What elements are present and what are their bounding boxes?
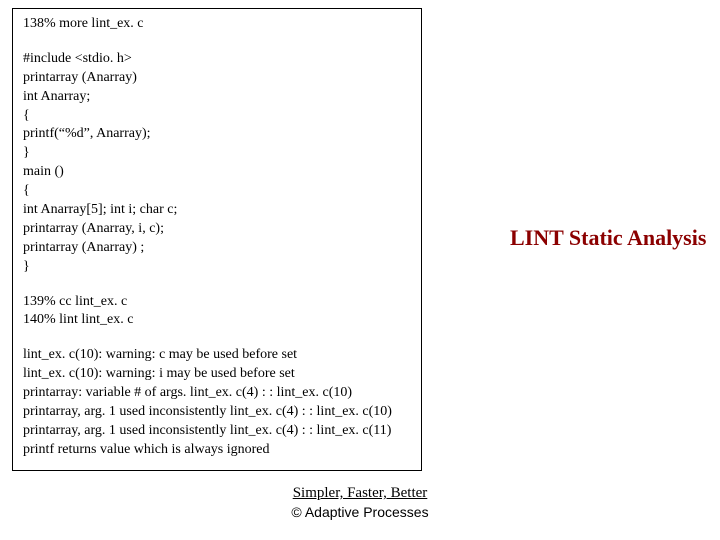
blank-line (23, 330, 411, 346)
code-line: int Anarray; (23, 88, 411, 107)
code-listing-box: 138% more lint_ex. c #include <stdio. h>… (12, 8, 422, 471)
code-line: 139% cc lint_ex. c (23, 293, 411, 312)
slide-heading: LINT Static Analysis (510, 225, 706, 251)
code-line: printf(“%d”, Anarray); (23, 125, 411, 144)
code-line: } (23, 144, 411, 163)
code-line: printarray (Anarray) (23, 69, 411, 88)
code-line: 140% lint lint_ex. c (23, 311, 411, 330)
code-line: { (23, 107, 411, 126)
blank-line (23, 34, 411, 50)
footer-copyright: © Adaptive Processes (0, 504, 720, 520)
blank-line (23, 277, 411, 293)
footer: Simpler, Faster, Better © Adaptive Proce… (0, 485, 720, 520)
code-line: int Anarray[5]; int i; char c; (23, 201, 411, 220)
code-line: lint_ex. c(10): warning: c may be used b… (23, 346, 411, 365)
code-line: printarray: variable # of args. lint_ex.… (23, 384, 411, 403)
code-line: printarray (Anarray) ; (23, 239, 411, 258)
code-line: main () (23, 163, 411, 182)
code-line: #include <stdio. h> (23, 50, 411, 69)
code-line: { (23, 182, 411, 201)
code-line: } (23, 258, 411, 277)
code-line: printarray, arg. 1 used inconsistently l… (23, 422, 411, 441)
code-line: printarray (Anarray, i, c); (23, 220, 411, 239)
code-line: 138% more lint_ex. c (23, 15, 411, 34)
footer-tagline: Simpler, Faster, Better (0, 485, 720, 502)
code-line: printf returns value which is always ign… (23, 441, 411, 460)
code-line: printarray, arg. 1 used inconsistently l… (23, 403, 411, 422)
code-line: lint_ex. c(10): warning: i may be used b… (23, 365, 411, 384)
